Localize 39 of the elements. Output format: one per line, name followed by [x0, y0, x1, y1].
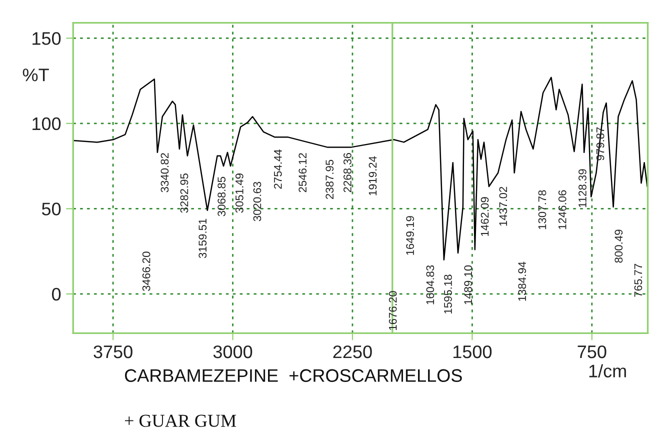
- annotation: 979.87: [596, 127, 604, 160]
- y-tick-label: 0: [52, 288, 61, 301]
- text: CARBAMEZEPINE +CROSCARMELLOS: [124, 369, 462, 382]
- y-tick-label: 150: [32, 32, 61, 45]
- text: + GUAR GUM: [124, 414, 236, 427]
- annotation: 1595.18: [444, 274, 452, 314]
- annotation: 1246.06: [558, 190, 566, 230]
- annotation: 1437.02: [499, 186, 508, 226]
- annotation: 800.49: [614, 230, 623, 263]
- x-tick-label: 750: [578, 345, 606, 358]
- annotation: 3020.63: [253, 182, 262, 222]
- annotation: 2754.44: [274, 149, 282, 189]
- annotation: 2268.36: [344, 153, 352, 192]
- annotation: 1676.20: [388, 291, 397, 330]
- annotation: 1604.83: [426, 265, 434, 304]
- annotation: 3068.85: [218, 176, 226, 216]
- annotation: 1919.24: [368, 156, 377, 196]
- x-tick-label: 3750: [94, 345, 132, 358]
- annotation: 3340.82: [160, 153, 169, 192]
- annotation: 1128.39: [578, 169, 586, 208]
- annotation: 3051.49: [235, 174, 244, 213]
- annotation: 2387.95: [326, 160, 334, 199]
- annotation: 3159.51: [198, 218, 207, 258]
- annotation: 1462.09: [480, 197, 489, 236]
- y-tick-label: 100: [32, 117, 61, 130]
- annotation: 1489.10: [464, 265, 472, 304]
- annotation: 765.77: [634, 264, 642, 297]
- x-axis-title: 1/cm: [589, 364, 626, 378]
- annotation: 3282.95: [180, 174, 188, 213]
- y-tick-label: 50: [42, 202, 61, 216]
- annotation: 1307.78: [538, 190, 546, 230]
- annotation: 1384.94: [518, 262, 526, 301]
- y-axis-title: %T: [22, 68, 49, 82]
- x-tick-label: 2250: [333, 345, 372, 358]
- annotation: 2546.12: [298, 153, 307, 192]
- annotation: 3466.20: [142, 252, 150, 291]
- annotation: 1649.19: [406, 216, 414, 255]
- x-tick-label: 3000: [213, 345, 252, 358]
- x-tick-label: 1500: [453, 345, 492, 358]
